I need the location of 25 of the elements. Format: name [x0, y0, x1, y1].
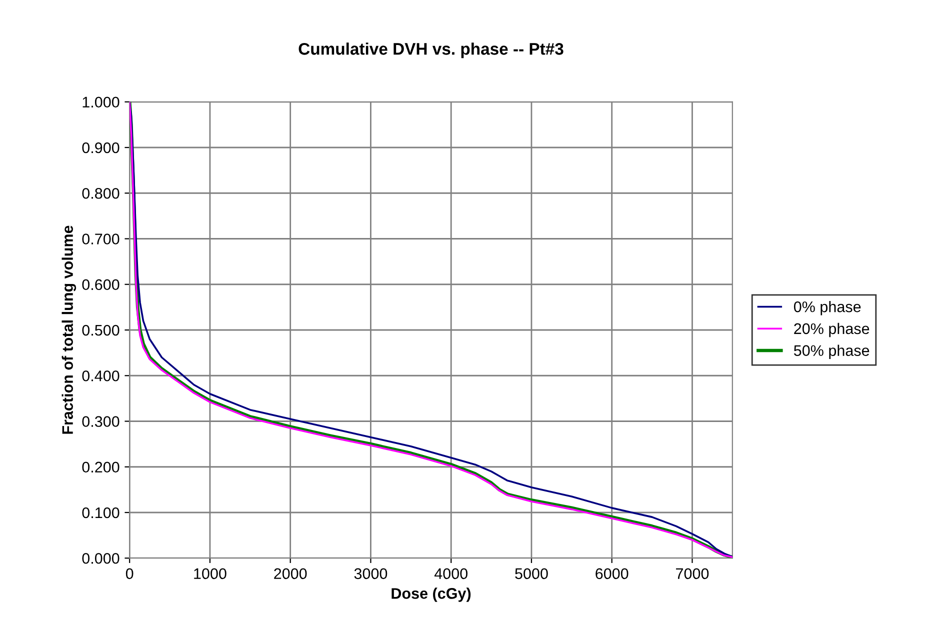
y-tick-label: 0.000 — [82, 552, 120, 564]
x-tick-label: 6000 — [596, 568, 628, 580]
x-tick-label: 3000 — [354, 568, 388, 580]
y-axis-title: Fraction of total lung volume — [62, 226, 76, 434]
x-tick-label: 7000 — [676, 568, 709, 580]
chart-title: Cumulative DVH vs. phase -- Pt#3 — [298, 42, 564, 58]
y-tick-label: 0.400 — [82, 370, 120, 382]
legend-label: 0% phase — [794, 301, 861, 316]
legend-label: 20% phase — [794, 322, 870, 338]
y-tick-label: 0.300 — [82, 416, 120, 427]
y-tick-label: 0.500 — [82, 324, 120, 336]
y-tick-label: 0.200 — [82, 462, 120, 473]
y-tick-label: 0.100 — [82, 507, 120, 518]
y-tick-label: 0.800 — [82, 188, 120, 199]
x-tick-label: 4000 — [434, 568, 468, 580]
x-axis-title: Dose (cGy) — [392, 588, 471, 602]
y-tick-label: 0.700 — [82, 234, 120, 244]
y-tick-label: 0.900 — [82, 142, 120, 154]
y-tick-label: 1.000 — [82, 96, 120, 108]
x-tick-label: 5000 — [515, 568, 548, 580]
x-tick-label: 0 — [126, 568, 134, 580]
x-tick-label: 2000 — [274, 568, 307, 580]
legend-label: 50% phase — [794, 344, 870, 359]
y-tick-label: 0.600 — [82, 279, 120, 290]
x-tick-label: 1000 — [194, 568, 226, 580]
